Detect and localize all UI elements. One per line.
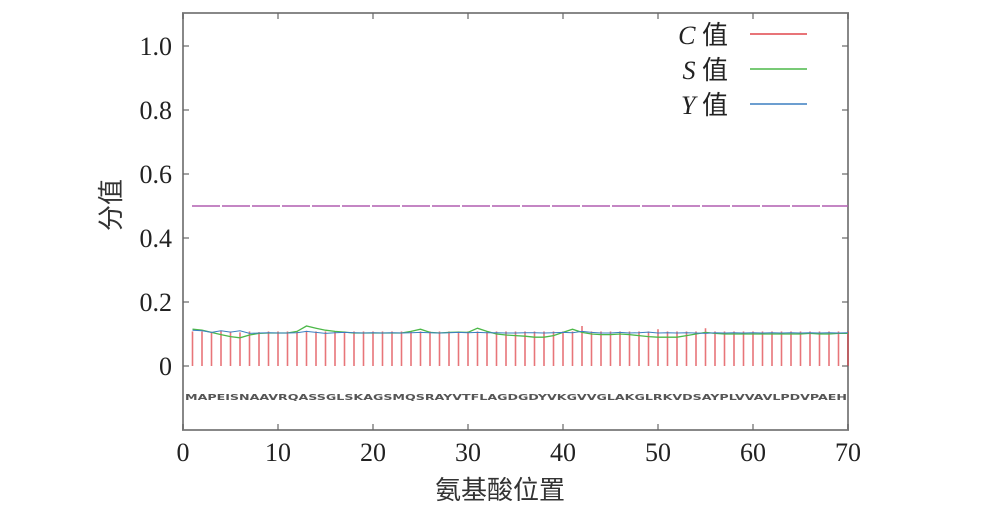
y-tick-label: 0 <box>159 352 172 381</box>
plot-area: MAPEISNAAVRQASSGLSKAGSMQSRAYVTFLAGDGDYVK… <box>182 12 849 431</box>
x-tick-label: 10 <box>265 438 291 467</box>
y-tick-label: 0.2 <box>140 288 173 317</box>
x-axis-title: 氨基酸位置 <box>435 476 565 506</box>
x-tick-label: 70 <box>835 438 861 467</box>
y-tick-label: 0.6 <box>140 160 173 189</box>
x-tick-label: 40 <box>550 438 576 467</box>
y-tick-label: 0.8 <box>140 96 173 125</box>
x-tick-label: 30 <box>455 438 481 467</box>
amino-acid-sequence: MAPEISNAAVRQASSGLSKAGSMQSRAYVTFLAGDGDYVK… <box>185 392 847 402</box>
s-value-line <box>192 325 848 339</box>
legend-label: C 值 <box>678 21 728 51</box>
plot-frame <box>182 12 849 431</box>
y-axis-title: 分值 <box>97 179 127 231</box>
x-tick-label: 0 <box>177 438 190 467</box>
legend-label: S 值 <box>682 56 728 86</box>
x-tick-label: 50 <box>645 438 671 467</box>
legend: C 值 S 值 Y 值 <box>678 21 807 121</box>
x-axis: 0 10 20 30 40 50 60 70 <box>177 13 861 467</box>
x-tick-label: 20 <box>360 438 386 467</box>
x-tick-label: 60 <box>740 438 766 467</box>
y-tick-label: 1.0 <box>140 32 173 61</box>
y-axis: 0 0.2 0.4 0.6 0.8 1.0 <box>140 32 848 381</box>
y-value-line <box>192 329 849 334</box>
legend-label: Y 值 <box>681 91 728 121</box>
y-tick-label: 0.4 <box>140 224 173 253</box>
